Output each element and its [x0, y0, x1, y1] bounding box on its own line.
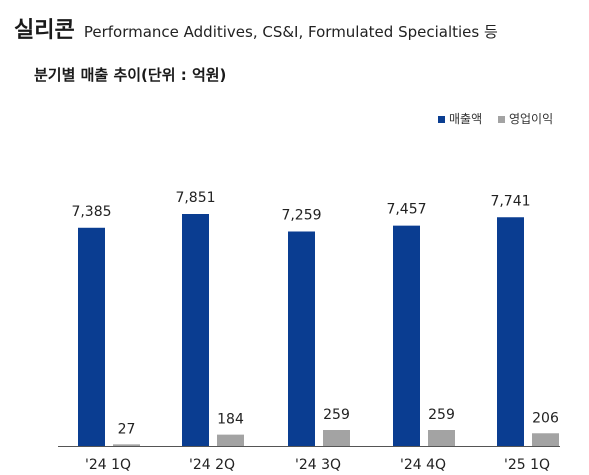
chart-title: 분기별 매출 추이(단위 : 억원)	[34, 66, 227, 84]
x-tick-label: '24 3Q	[295, 457, 341, 473]
header: 실리콘 Performance Additives, CS&I, Formula…	[14, 12, 498, 44]
legend-item-sales: 매출액	[438, 110, 482, 127]
legend-item-operating-profit: 영업이익	[497, 110, 554, 127]
header-subtitle: Performance Additives, CS&I, Formulated …	[83, 23, 498, 41]
data-label-sales: 7,385	[71, 204, 111, 220]
bar-operating-profit	[428, 430, 455, 446]
x-tick-label: '24 4Q	[400, 457, 446, 473]
bar-operating-profit	[323, 430, 350, 446]
bar-sales	[393, 225, 420, 446]
data-label-operating-profit: 259	[323, 407, 350, 423]
data-label-sales: 7,851	[175, 190, 215, 206]
bar-sales	[497, 217, 524, 446]
data-label-sales: 7,741	[490, 193, 530, 209]
bar-sales	[288, 231, 315, 446]
header-title: 실리콘	[14, 18, 75, 43]
bar-operating-profit	[113, 444, 140, 446]
data-label-operating-profit: 259	[428, 407, 455, 423]
data-label-sales: 7,457	[386, 202, 426, 218]
chart-legend: 매출액 영업이익	[438, 110, 565, 127]
bar-sales	[78, 227, 105, 446]
data-label-operating-profit: 184	[217, 412, 244, 428]
legend-swatch-operating-profit	[497, 116, 505, 123]
legend-label-operating-profit: 영업이익	[508, 112, 554, 126]
bar-operating-profit	[217, 434, 244, 446]
x-tick-label: '24 2Q	[189, 457, 235, 473]
bar-sales	[182, 214, 209, 446]
legend-label-sales: 매출액	[449, 112, 483, 126]
legend-swatch-sales	[438, 116, 445, 123]
data-label-sales: 7,259	[281, 207, 321, 223]
data-label-operating-profit: 206	[532, 410, 559, 426]
x-tick-label: '24 1Q	[85, 457, 131, 473]
bar-operating-profit	[532, 433, 559, 446]
data-label-operating-profit: 27	[118, 421, 136, 437]
x-tick-label: '25 1Q	[504, 457, 550, 473]
